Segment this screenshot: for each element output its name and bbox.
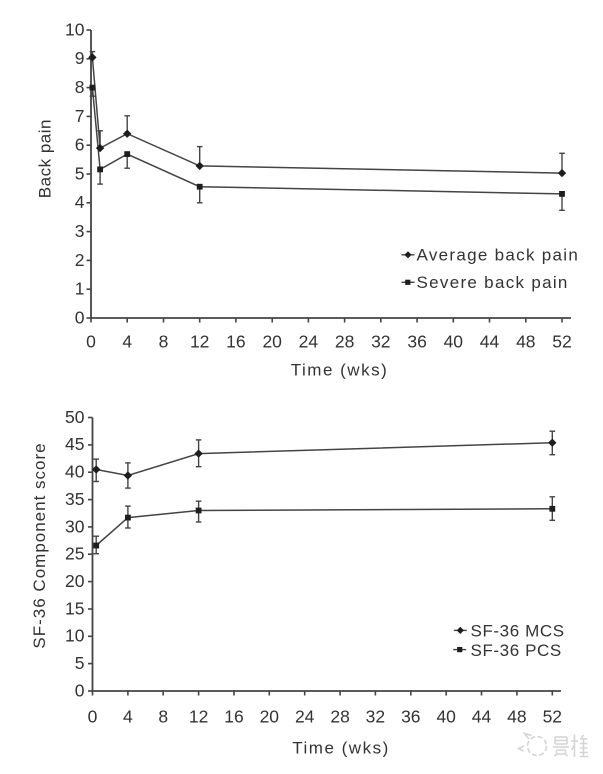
svg-text:35: 35	[65, 489, 84, 509]
svg-text:9: 9	[75, 48, 85, 68]
svg-text:8: 8	[75, 77, 85, 97]
svg-text:24: 24	[295, 707, 315, 727]
svg-text:32: 32	[366, 707, 385, 727]
svg-text:Time (wks): Time (wks)	[291, 361, 388, 380]
svg-text:SF-36 Component score: SF-36 Component score	[30, 442, 49, 648]
svg-text:0: 0	[75, 307, 85, 327]
svg-text:8: 8	[158, 707, 168, 727]
svg-text:45: 45	[65, 434, 84, 454]
svg-text:8: 8	[159, 332, 169, 352]
svg-text:7: 7	[75, 106, 85, 126]
svg-text:44: 44	[472, 707, 492, 727]
svg-text:20: 20	[65, 571, 85, 591]
svg-text:12: 12	[189, 707, 208, 727]
svg-text:40: 40	[436, 707, 456, 727]
svg-text:4: 4	[122, 332, 132, 352]
svg-text:0: 0	[88, 707, 98, 727]
svg-text:10: 10	[65, 19, 85, 39]
svg-text:52: 52	[552, 332, 571, 352]
svg-text:48: 48	[507, 707, 526, 727]
svg-text:24: 24	[299, 332, 319, 352]
svg-text:44: 44	[480, 332, 500, 352]
svg-text:SF-36 MCS: SF-36 MCS	[471, 622, 565, 641]
svg-text:SF-36 PCS: SF-36 PCS	[471, 641, 562, 660]
svg-text:40: 40	[444, 332, 464, 352]
svg-text:4: 4	[75, 192, 85, 212]
svg-text:40: 40	[65, 462, 85, 482]
svg-text:28: 28	[335, 332, 354, 352]
svg-text:48: 48	[516, 332, 535, 352]
svg-text:20: 20	[262, 332, 282, 352]
svg-text:5: 5	[75, 653, 85, 673]
svg-text:50: 50	[65, 407, 85, 427]
svg-text:36: 36	[407, 332, 426, 352]
svg-text:20: 20	[260, 707, 280, 727]
svg-text:30: 30	[65, 516, 85, 536]
svg-text:16: 16	[226, 332, 245, 352]
svg-text:6: 6	[75, 135, 85, 155]
svg-text:3: 3	[75, 221, 85, 241]
svg-text:0: 0	[86, 332, 96, 352]
svg-text:4: 4	[123, 707, 133, 727]
svg-text:1: 1	[75, 279, 85, 299]
svg-text:10: 10	[65, 626, 85, 646]
svg-text:15: 15	[65, 598, 84, 618]
svg-text:Time (wks): Time (wks)	[292, 739, 389, 758]
svg-text:16: 16	[224, 707, 243, 727]
svg-text:36: 36	[401, 707, 420, 727]
svg-text:0: 0	[75, 680, 85, 700]
svg-text:2: 2	[75, 250, 85, 270]
svg-text:12: 12	[190, 332, 209, 352]
svg-text:5: 5	[75, 163, 85, 183]
svg-text:25: 25	[65, 544, 84, 564]
svg-text:Back pain: Back pain	[36, 119, 55, 198]
svg-text:Severe back pain: Severe back pain	[417, 273, 569, 292]
svg-text:52: 52	[543, 707, 562, 727]
svg-text:32: 32	[371, 332, 390, 352]
svg-text:Average back pain: Average back pain	[417, 246, 580, 265]
svg-text:28: 28	[330, 707, 349, 727]
